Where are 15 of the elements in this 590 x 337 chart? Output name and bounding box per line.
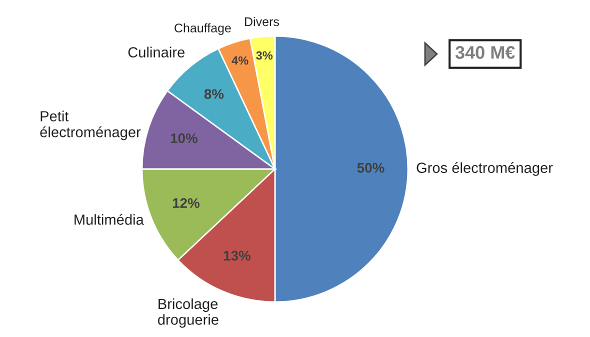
data-label: 8%	[204, 89, 224, 99]
slice-label: Multimédia	[74, 214, 144, 225]
text: 340 M€	[455, 46, 515, 59]
slice-label: Petit électroménager	[40, 110, 141, 140]
slice-label: Divers	[245, 16, 279, 26]
data-label: 4%	[232, 56, 248, 65]
data-label: 3%	[256, 51, 273, 60]
slice-label: Culinaire	[128, 46, 184, 58]
slice-label: Gros électroménager	[416, 162, 553, 176]
data-label: 10%	[170, 133, 198, 144]
slice-label: Chauffage	[174, 23, 231, 35]
data-label: 12%	[172, 198, 200, 208]
data-label: 13%	[224, 250, 251, 261]
data-label: 50%	[357, 162, 384, 173]
slice-label: Bricolage droguerie	[158, 298, 218, 328]
